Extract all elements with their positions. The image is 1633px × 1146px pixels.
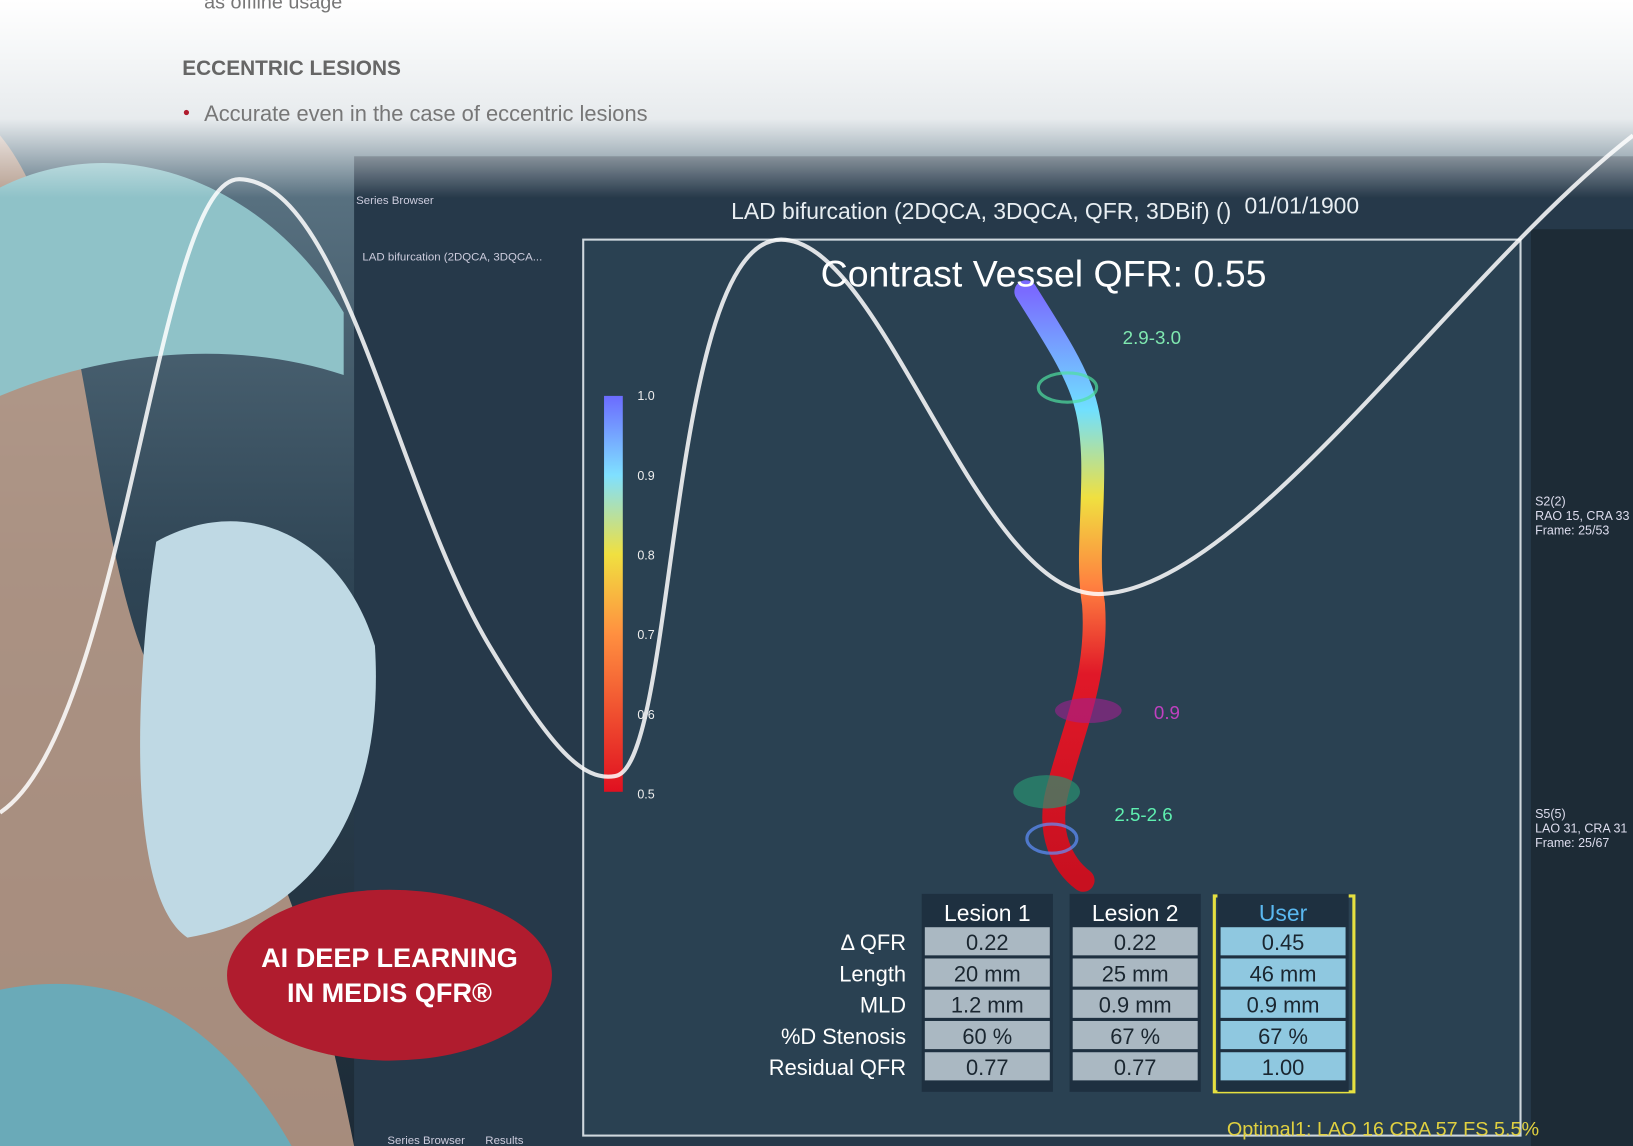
table-cell-text: 46 mm xyxy=(1250,961,1317,986)
tab: Series Browser xyxy=(387,1135,465,1146)
colorbar-tick: 0.6 xyxy=(637,708,654,722)
colorbar xyxy=(604,396,623,792)
table-cell-text: 1.2 mm xyxy=(951,993,1024,1018)
table-cell-text: 0.45 xyxy=(1262,930,1305,955)
bullet xyxy=(184,110,189,115)
table-cell-text: 1.00 xyxy=(1262,1055,1305,1080)
colorbar-tick: 1.0 xyxy=(637,389,654,403)
table-cell-text: 67 % xyxy=(1110,1024,1160,1049)
study-date: 01/01/1900 xyxy=(1245,193,1360,219)
side-info: S2(2) xyxy=(1535,494,1566,508)
table-cell-text: 0.9 mm xyxy=(1099,993,1172,1018)
side-info: S5(5) xyxy=(1535,807,1566,821)
tab: Results xyxy=(485,1135,523,1146)
table-cell-text: 0.9 mm xyxy=(1247,993,1320,1018)
table-cell-text: 0.77 xyxy=(966,1055,1009,1080)
side-panel xyxy=(1531,229,1633,1146)
heading: ECCENTRIC LESIONS xyxy=(182,57,401,80)
text-line: as offline usage xyxy=(204,0,342,13)
column-header: User xyxy=(1259,900,1308,926)
study-title: LAD bifurcation (2DQCA, 3DQCA, QFR, 3DBi… xyxy=(731,198,1231,224)
colorbar-tick: 0.9 xyxy=(637,469,654,483)
side-info: Frame: 25/53 xyxy=(1535,523,1609,537)
viewport-title: Contrast Vessel QFR: 0.55 xyxy=(821,252,1267,294)
row-label: Residual QFR xyxy=(769,1055,906,1080)
annotation: 2.5-2.6 xyxy=(1114,804,1172,825)
row-label: Δ QFR xyxy=(840,930,906,955)
table-cell-text: 0.22 xyxy=(966,930,1009,955)
table-cell-text: 25 mm xyxy=(1102,961,1169,986)
top-fade xyxy=(0,0,1633,198)
row-label: Length xyxy=(839,961,906,986)
column-header: Lesion 2 xyxy=(1092,900,1179,926)
optimal-view: Optimal1: LAO 16 CRA 57 FS 5.5% xyxy=(1227,1119,1539,1141)
scene: as offline usage ECCENTRIC LESIONS Accurat… xyxy=(0,0,1633,1146)
side-info: LAO 31, CRA 31 xyxy=(1535,821,1627,835)
table-cell-text: 60 % xyxy=(962,1024,1012,1049)
badge-text: IN MEDIS QFR® xyxy=(287,977,492,1008)
row-label: MLD xyxy=(860,993,906,1018)
badge-text: AI DEEP LEARNING xyxy=(261,942,518,973)
colorbar-tick: 0.5 xyxy=(637,788,654,802)
annotation: 0.9 xyxy=(1154,702,1180,723)
panel-label: Series Browser xyxy=(356,195,434,207)
colorbar-tick: 0.7 xyxy=(637,628,654,642)
series-item: LAD bifurcation (2DQCA, 3DQCA... xyxy=(362,251,542,263)
ring xyxy=(1013,775,1080,808)
table-cell-text: 0.22 xyxy=(1114,930,1157,955)
side-info: Frame: 25/67 xyxy=(1535,836,1609,850)
table-cell-text: 20 mm xyxy=(954,961,1021,986)
side-info: RAO 15, CRA 33 xyxy=(1535,509,1629,523)
table-cell-text: 67 % xyxy=(1258,1024,1308,1049)
bullet-text: Accurate even in the case of eccentric l… xyxy=(204,101,647,126)
table-cell-text: 0.77 xyxy=(1114,1055,1157,1080)
annotation: 2.9-3.0 xyxy=(1123,327,1181,348)
ring xyxy=(1055,698,1122,723)
row-label: %D Stenosis xyxy=(781,1024,906,1049)
badge xyxy=(227,890,552,1061)
colorbar-tick: 0.8 xyxy=(637,548,654,562)
page: {"intro":{"trailing_line":"as offline us… xyxy=(0,0,1633,1146)
column-header: Lesion 1 xyxy=(944,900,1031,926)
